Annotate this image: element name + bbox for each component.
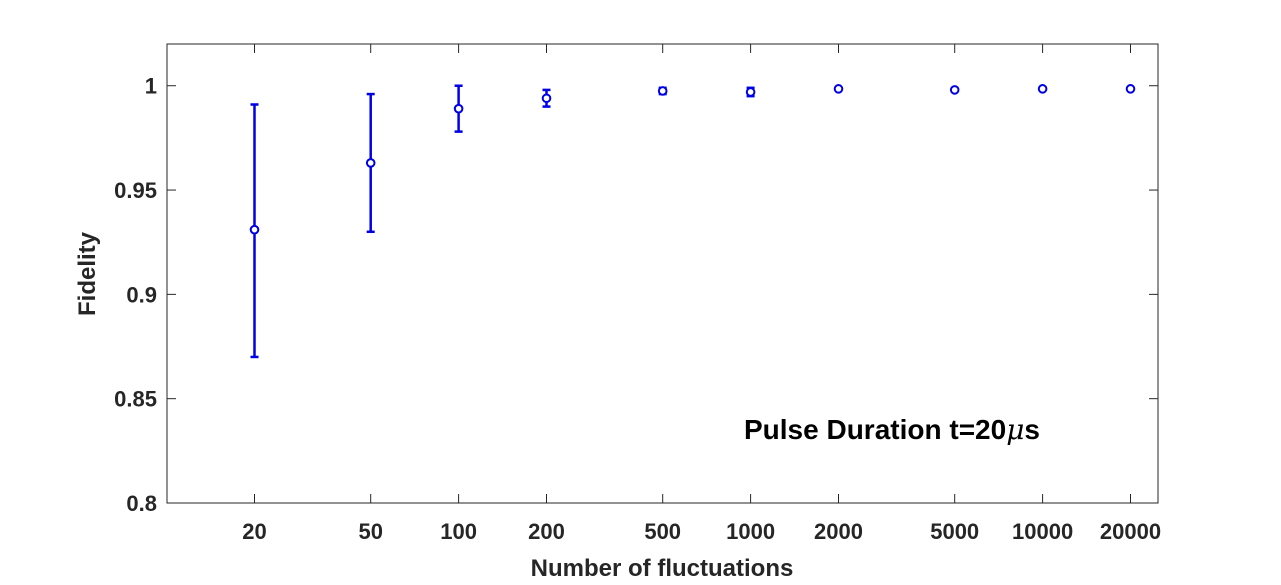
data-point (1037, 84, 1048, 94)
annotation-mu-symbol: μ (1006, 413, 1024, 446)
data-point (1125, 84, 1136, 94)
annotation-suffix: s (1024, 414, 1040, 445)
data-point (365, 158, 376, 168)
axes: 0.8 0.85 0.9 0.95 1 20 50 100 200 500 1000 2000 5000… (114, 43, 1161, 544)
x-tick-label: 5000 (930, 519, 979, 544)
x-tick-label: 100 (440, 519, 477, 544)
data-point (833, 84, 844, 94)
y-tick-label: 0.9 (126, 282, 157, 307)
x-tick-label: 500 (644, 519, 681, 544)
x-axis-title: Number of fluctuations (531, 555, 794, 582)
x-tick-label: 200 (528, 519, 565, 544)
x-tick-label: 50 (358, 519, 382, 544)
x-tick-label: 2000 (814, 519, 863, 544)
y-tick-label: 0.8 (126, 491, 157, 516)
data-point (453, 103, 464, 114)
data-point (949, 85, 960, 95)
y-tick-label: 1 (145, 74, 157, 99)
data-series (249, 84, 1136, 359)
annotation-prefix: Pulse Duration t=20 (744, 414, 1006, 445)
y-axis-title: Fidelity (74, 231, 101, 316)
y-tick-label: 0.85 (114, 387, 157, 412)
x-tick-label: 20000 (1100, 519, 1161, 544)
x-tick-label: 10000 (1012, 519, 1073, 544)
annotation-pulse-duration: Pulse Duration t=20μs (744, 413, 1040, 446)
x-tick-label: 20 (242, 519, 266, 544)
data-point (541, 93, 552, 104)
data-point (745, 87, 756, 97)
x-tick-label: 1000 (726, 519, 775, 544)
data-point (657, 86, 668, 96)
data-point (249, 224, 260, 235)
y-tick-label: 0.95 (114, 178, 157, 203)
